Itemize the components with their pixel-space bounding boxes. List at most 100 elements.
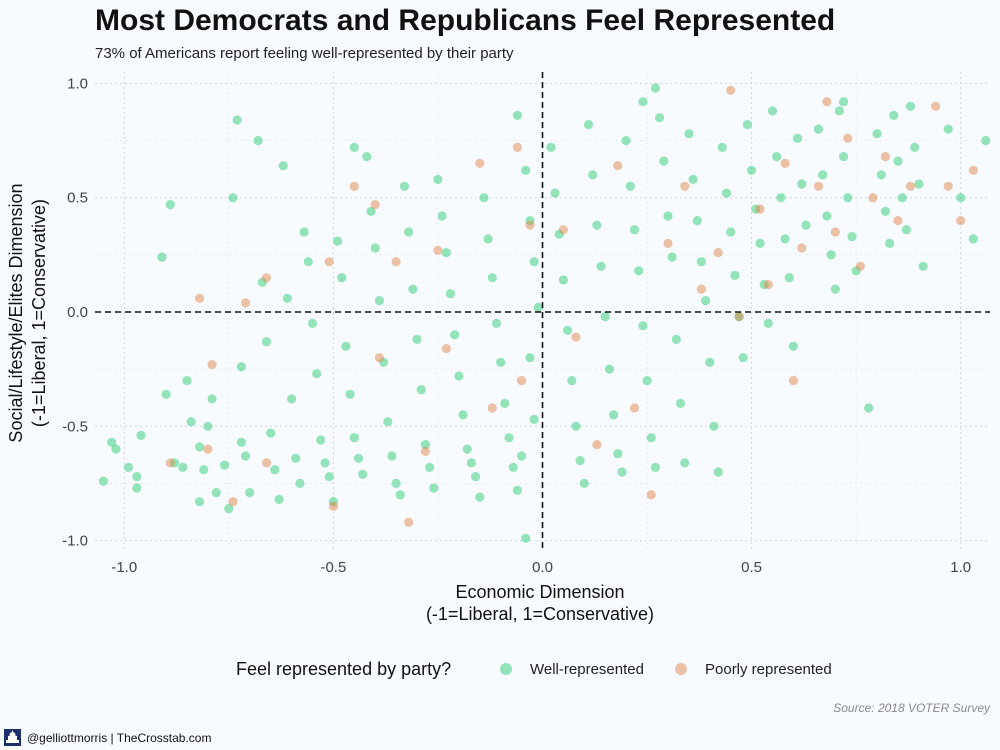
point-well-represented: [504, 433, 514, 443]
point-well-represented: [667, 252, 677, 262]
point-well-represented: [253, 136, 263, 146]
point-well-represented: [420, 440, 430, 450]
point-well-represented: [236, 362, 246, 372]
point-well-represented: [956, 193, 966, 203]
point-poorly-represented: [956, 216, 966, 226]
point-well-represented: [508, 462, 518, 472]
point-well-represented: [224, 504, 234, 514]
point-well-represented: [220, 460, 230, 470]
point-well-represented: [203, 421, 213, 431]
point-well-represented: [876, 170, 886, 180]
point-well-represented: [793, 133, 803, 143]
point-well-represented: [755, 238, 765, 248]
point-well-represented: [575, 456, 585, 466]
point-poorly-represented: [780, 158, 790, 168]
point-poorly-represented: [855, 261, 866, 271]
legend-marker-poor: [675, 663, 687, 675]
point-poorly-represented: [905, 181, 916, 191]
point-poorly-represented: [880, 152, 891, 162]
point-well-represented: [282, 293, 292, 303]
point-well-represented: [341, 341, 351, 351]
x-tick-label: -0.5: [320, 559, 346, 576]
point-well-represented: [266, 428, 276, 438]
point-well-represented: [726, 227, 736, 237]
point-poorly-represented: [433, 245, 443, 255]
point-well-represented: [487, 273, 497, 283]
legend-marker-well: [500, 663, 512, 675]
point-poorly-represented: [713, 248, 723, 258]
point-well-represented: [692, 216, 702, 226]
point-well-represented: [609, 410, 619, 420]
point-poorly-represented: [525, 220, 535, 230]
point-well-represented: [491, 318, 502, 328]
point-well-represented: [684, 129, 694, 139]
point-poorly-represented: [797, 243, 807, 253]
point-well-represented: [471, 472, 481, 482]
footer-credit: @gelliottmorris | TheCrosstab.com: [27, 731, 211, 745]
point-well-represented: [696, 257, 707, 267]
point-poorly-represented: [207, 360, 217, 370]
point-well-represented: [813, 124, 824, 134]
point-well-represented: [450, 330, 460, 340]
point-well-represented: [885, 238, 895, 248]
point-well-represented: [136, 430, 146, 440]
x-tick-label: 0.5: [741, 559, 762, 576]
point-well-represented: [826, 250, 836, 260]
point-well-represented: [897, 193, 907, 203]
point-well-represented: [717, 142, 727, 152]
point-well-represented: [270, 465, 280, 475]
point-well-represented: [830, 284, 840, 294]
y-tick-label: 0.0: [67, 304, 88, 321]
point-well-represented: [839, 97, 849, 107]
point-poorly-represented: [646, 490, 656, 500]
point-well-represented: [404, 227, 414, 237]
legend-label-poor: Poorly represented: [705, 661, 832, 678]
point-well-represented: [337, 273, 347, 283]
point-well-represented: [918, 261, 928, 271]
point-well-represented: [333, 236, 343, 246]
point-well-represented: [592, 220, 602, 230]
point-well-represented: [709, 421, 719, 431]
point-well-represented: [650, 83, 661, 93]
point-well-represented: [517, 451, 527, 461]
y-tick-label: -1.0: [62, 533, 88, 550]
point-well-represented: [621, 136, 631, 146]
point-poorly-represented: [328, 501, 338, 511]
point-well-represented: [663, 211, 673, 221]
point-poorly-represented: [893, 216, 903, 226]
point-well-represented: [680, 458, 690, 468]
point-well-represented: [303, 257, 313, 267]
point-poorly-represented: [734, 312, 744, 322]
point-well-represented: [638, 97, 648, 107]
point-well-represented: [165, 200, 175, 210]
point-well-represented: [345, 389, 355, 399]
point-well-represented: [132, 483, 142, 493]
point-well-represented: [625, 181, 635, 191]
point-well-represented: [634, 266, 644, 276]
point-poorly-represented: [592, 440, 602, 450]
point-poorly-represented: [680, 181, 690, 191]
point-well-represented: [772, 152, 782, 162]
point-well-represented: [600, 312, 610, 322]
point-well-represented: [261, 337, 272, 347]
point-well-represented: [307, 318, 318, 328]
point-well-represented: [701, 296, 711, 306]
point-well-represented: [596, 261, 606, 271]
point-well-represented: [483, 234, 493, 244]
point-poorly-represented: [571, 332, 581, 342]
point-well-represented: [546, 142, 556, 152]
point-well-represented: [780, 234, 790, 244]
point-poorly-represented: [813, 181, 824, 191]
point-well-represented: [353, 453, 364, 463]
point-well-represented: [617, 467, 627, 477]
point-well-represented: [659, 156, 669, 166]
point-well-represented: [801, 220, 811, 230]
point-well-represented: [675, 398, 686, 408]
point-well-represented: [767, 106, 778, 116]
point-well-represented: [479, 193, 489, 203]
point-well-represented: [195, 497, 205, 507]
y-axis-title: Social/Lifestyle/Elites Dimension: [6, 183, 26, 442]
point-well-represented: [629, 225, 640, 235]
point-well-represented: [818, 170, 828, 180]
point-well-represented: [512, 110, 523, 120]
